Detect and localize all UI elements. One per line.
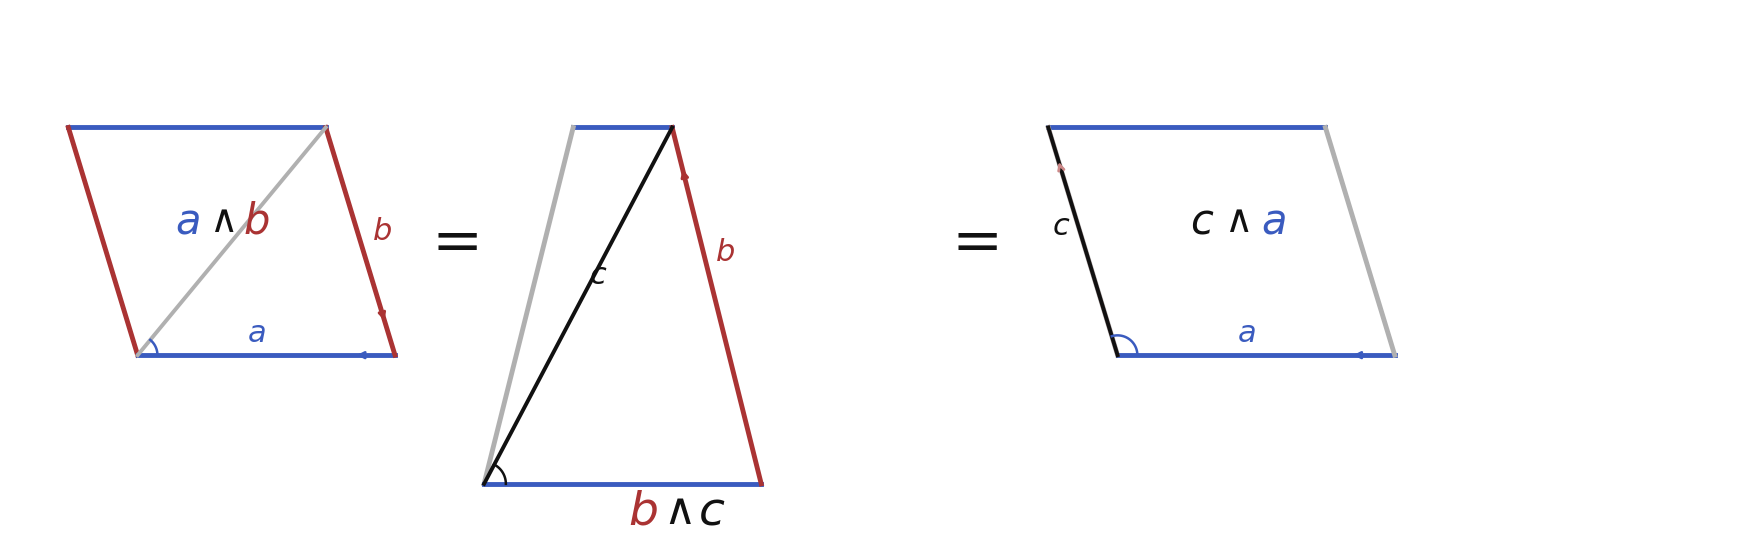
- Text: $\mathit{b}$: $\mathit{b}$: [627, 489, 657, 534]
- Text: $\mathit{c}$: $\mathit{c}$: [1189, 200, 1214, 242]
- Text: $\mathit{b}$: $\mathit{b}$: [372, 216, 393, 247]
- Text: $\mathit{a}$: $\mathit{a}$: [247, 318, 266, 349]
- Text: $\mathit{b}$: $\mathit{b}$: [243, 200, 270, 242]
- Text: $\mathit{a}$: $\mathit{a}$: [1237, 318, 1256, 349]
- Text: $=$: $=$: [419, 211, 479, 271]
- Text: $\mathit{a}$: $\mathit{a}$: [174, 200, 199, 242]
- Text: $\wedge$: $\wedge$: [210, 203, 234, 240]
- Text: $\mathit{c}$: $\mathit{c}$: [1052, 211, 1070, 242]
- Text: $\wedge$: $\wedge$: [663, 490, 691, 533]
- Text: $\mathit{b}$: $\mathit{b}$: [715, 237, 735, 268]
- Text: $\mathit{a}$: $\mathit{a}$: [1260, 200, 1284, 242]
- Text: $\wedge$: $\wedge$: [1223, 203, 1249, 240]
- Text: $\mathit{c}$: $\mathit{c}$: [589, 260, 608, 292]
- Text: $=$: $=$: [939, 211, 999, 271]
- Text: $\mathit{c}$: $\mathit{c}$: [698, 489, 726, 534]
